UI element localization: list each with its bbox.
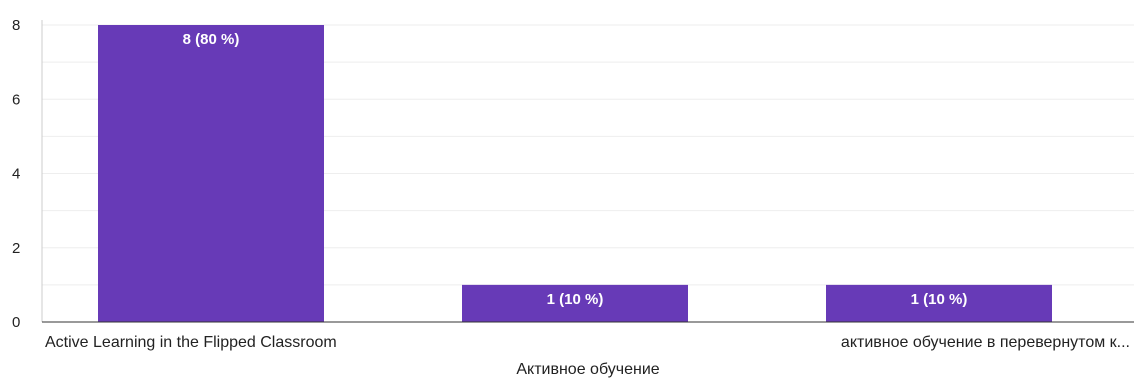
- category-labels: Active Learning in the Flipped Classroom…: [45, 334, 1130, 351]
- y-tick-label: 0: [12, 314, 20, 331]
- y-axis-ticks: 0 2 4 6 8: [12, 17, 20, 331]
- category-label: активное обучение в перевернутом к...: [841, 334, 1130, 351]
- bars: [98, 25, 1052, 322]
- y-tick-label: 8: [12, 17, 20, 34]
- y-tick-label: 6: [12, 91, 20, 108]
- category-label: Active Learning in the Flipped Classroom: [45, 334, 337, 351]
- data-label: 1 (10 %): [547, 291, 604, 308]
- bar: [98, 25, 324, 322]
- bar: [462, 284, 688, 322]
- data-label: 8 (80 %): [183, 31, 240, 48]
- bar: [826, 284, 1052, 322]
- data-labels: 8 (80 %) 1 (10 %) 1 (10 %): [183, 31, 968, 308]
- y-tick-label: 2: [12, 240, 20, 257]
- data-label: 1 (10 %): [911, 291, 968, 308]
- x-axis-title: Активное обучение: [516, 361, 659, 378]
- y-tick-label: 4: [12, 166, 20, 183]
